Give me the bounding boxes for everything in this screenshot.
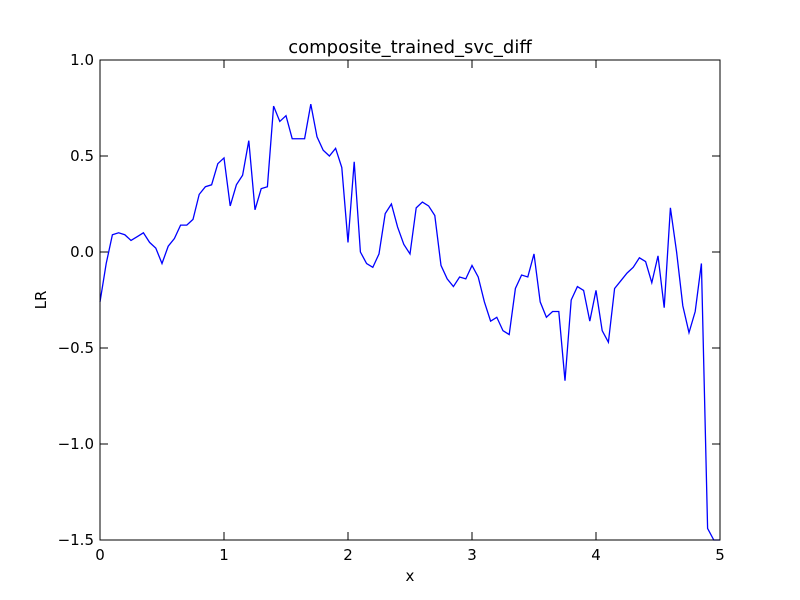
y-tick-label: −0.5: [58, 339, 94, 357]
x-tick-label: 2: [343, 546, 353, 564]
x-tick-label: 5: [715, 546, 725, 564]
x-axis-label: x: [406, 567, 415, 585]
plot-frame: [99, 59, 721, 541]
y-axis-label: LR: [32, 291, 50, 310]
x-tick-label: 1: [219, 546, 229, 564]
x-axis-ticks: 0 1 2 3 4 5: [95, 60, 725, 564]
x-tick-label: 4: [591, 546, 601, 564]
chart-title: composite_trained_svc_diff: [288, 37, 532, 58]
plot-area: [99, 59, 721, 541]
y-tick-label: −1.0: [58, 435, 94, 453]
y-tick-label: 0.0: [70, 243, 94, 261]
y-axis-ticks: 1.0 0.5 0.0 −0.5 −1.0 −1.5: [58, 51, 720, 549]
x-tick-label: 0: [95, 546, 105, 564]
data-series-line: [99, 104, 720, 541]
y-tick-label: −1.5: [58, 531, 94, 549]
y-tick-label: 1.0: [70, 51, 94, 69]
y-tick-label: 0.5: [70, 147, 94, 165]
plot-background: [100, 60, 720, 540]
x-tick-label: 3: [467, 546, 477, 564]
